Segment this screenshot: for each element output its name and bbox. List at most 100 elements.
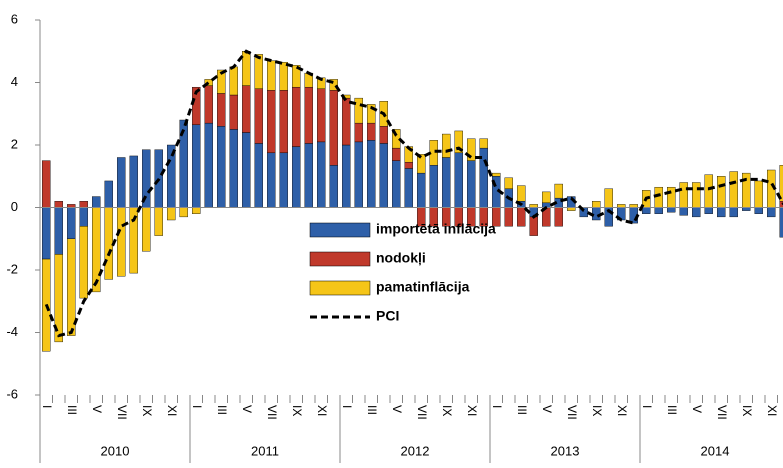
bar — [267, 152, 276, 208]
bar — [692, 207, 701, 218]
bar — [367, 104, 376, 124]
x-tick-label: VII — [565, 405, 579, 420]
x-tick-label: VII — [265, 405, 279, 420]
bar — [292, 146, 301, 208]
bar — [254, 143, 263, 208]
bar — [192, 124, 201, 208]
x-group-label: 2011 — [251, 443, 279, 458]
bar — [654, 186, 663, 208]
bar — [192, 207, 201, 214]
x-tick-label: V — [90, 405, 104, 413]
bar — [667, 207, 676, 213]
bar — [404, 161, 413, 169]
bar — [279, 61, 288, 91]
bar — [392, 160, 401, 208]
bar — [367, 140, 376, 208]
x-tick-label: XI — [465, 405, 479, 416]
x-tick-label: XI — [165, 405, 179, 416]
x-tick-label: IX — [140, 405, 154, 416]
bar — [267, 60, 276, 91]
bar — [279, 90, 288, 154]
y-tick-label: -2 — [6, 261, 18, 276]
bar — [204, 79, 213, 86]
bar — [542, 191, 551, 204]
bar — [67, 238, 76, 336]
bar — [292, 86, 301, 147]
bar — [329, 90, 338, 166]
bar — [242, 132, 251, 208]
x-group-label: 2014 — [701, 443, 730, 458]
bar — [379, 143, 388, 208]
x-tick-label: I — [340, 405, 354, 408]
x-group-label: 2013 — [551, 443, 580, 458]
bar — [229, 94, 238, 130]
bar — [479, 138, 488, 149]
bar — [42, 207, 51, 260]
bar — [392, 147, 401, 161]
bar — [42, 160, 51, 208]
bar — [704, 207, 713, 214]
x-tick-label: V — [390, 405, 404, 413]
bar — [504, 207, 513, 227]
bar — [467, 160, 476, 208]
y-tick-label: 0 — [11, 199, 18, 214]
x-tick-label: VII — [415, 405, 429, 420]
x-tick-label: IX — [740, 405, 754, 416]
x-tick-label: III — [365, 405, 379, 415]
bar — [217, 126, 226, 208]
bar — [317, 141, 326, 208]
x-tick-label: V — [240, 405, 254, 413]
bar — [267, 90, 276, 154]
legend-label: nodokļi — [376, 250, 426, 266]
bar — [117, 157, 126, 208]
legend-label: pamatinflācija — [376, 279, 470, 295]
bar — [192, 86, 201, 125]
bar — [279, 152, 288, 208]
bar — [142, 207, 151, 252]
bar — [504, 177, 513, 189]
bar — [717, 207, 726, 218]
legend-swatch — [309, 280, 371, 296]
bar — [429, 165, 438, 208]
x-tick-label: I — [190, 405, 204, 408]
bar — [754, 207, 763, 214]
y-tick-label: -4 — [6, 324, 18, 339]
bar — [767, 207, 776, 218]
bar — [229, 66, 238, 96]
bar — [229, 129, 238, 208]
bar — [179, 207, 188, 218]
x-tick-label: III — [665, 405, 679, 415]
bar — [654, 207, 663, 214]
x-group-label: 2012 — [401, 443, 430, 458]
bar — [104, 180, 113, 208]
bar — [242, 85, 251, 133]
bar — [79, 201, 88, 208]
x-tick-label: V — [690, 405, 704, 413]
bar — [404, 168, 413, 208]
bar — [292, 65, 301, 88]
bar — [79, 207, 88, 227]
bar — [379, 126, 388, 144]
legend-label: PCI — [376, 308, 399, 324]
x-group-label: 2010 — [101, 443, 130, 458]
bar — [592, 207, 601, 221]
bar — [604, 188, 613, 208]
bar — [367, 122, 376, 141]
bar — [67, 207, 76, 239]
bar — [54, 254, 63, 343]
y-tick-label: -6 — [6, 386, 18, 401]
bar — [529, 216, 538, 236]
x-tick-label: VII — [715, 405, 729, 420]
bar — [779, 201, 783, 208]
x-tick-label: XI — [315, 405, 329, 416]
bar — [554, 207, 563, 227]
bar — [679, 182, 688, 208]
bar — [492, 172, 501, 177]
x-tick-label: XI — [765, 405, 779, 416]
bar — [167, 207, 176, 221]
bar — [54, 207, 63, 255]
bar — [204, 85, 213, 124]
line — [44, 49, 783, 338]
